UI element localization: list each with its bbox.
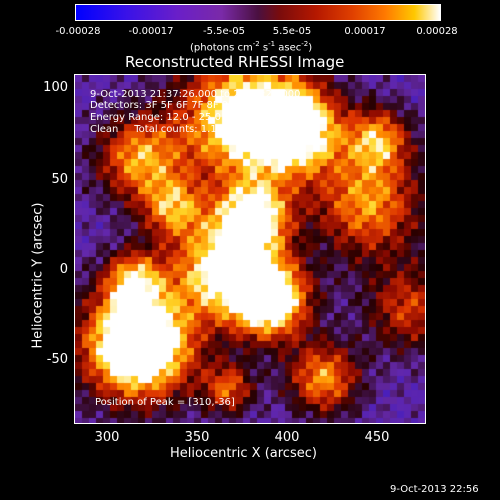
footer-timestamp: 9-Oct-2013 22:56 [390,484,479,495]
energy-range-label: Energy Range: 12.0 - 25.0 keV [90,112,243,123]
y-axis-label: Heliocentric Y (arcsec) [30,202,46,349]
y-tick-label: 100 [43,80,68,95]
colorbar-tick: -0.00028 [55,26,101,37]
colorbar-tick: -0.00017 [128,26,174,37]
rhessi-intensity-map [75,75,425,423]
time-range-label: 9-Oct-2013 21:37:26.000 to 21:43:26.000 [90,89,301,100]
x-tick-label: 450 [364,430,390,445]
colorbar-tick: 0.00028 [416,26,458,37]
peak-position-label: Position of Peak = [310,-36] [95,397,235,408]
colorbar-tick: 0.00017 [344,26,386,37]
y-tick-label: 50 [51,172,68,187]
image-plot-area: 9-Oct-2013 21:37:26.000 to 21:43:26.000 … [74,74,426,424]
y-tick-label: 0 [59,262,68,277]
x-tick-label: 350 [184,430,210,445]
x-axis-label: Heliocentric X (arcsec) [170,446,317,461]
clean-counts-label: Clean Total counts: 1.11E+04 [90,124,251,135]
y-tick-label: -50 [46,352,68,367]
detectors-label: Detectors: 3F 5F 6F 7F 8F 9F, Att 0 [90,100,265,111]
x-tick-label: 300 [94,430,120,445]
colorbar [75,4,441,21]
x-tick-label: 400 [274,430,300,445]
colorbar-units: (photons cm-2 s-1 asec-2) [190,40,313,54]
colorbar-tick: -5.5e-05 [203,26,245,37]
plot-title: Reconstructed RHESSI Image [125,53,345,71]
colorbar-tick: 5.5e-05 [272,26,312,37]
